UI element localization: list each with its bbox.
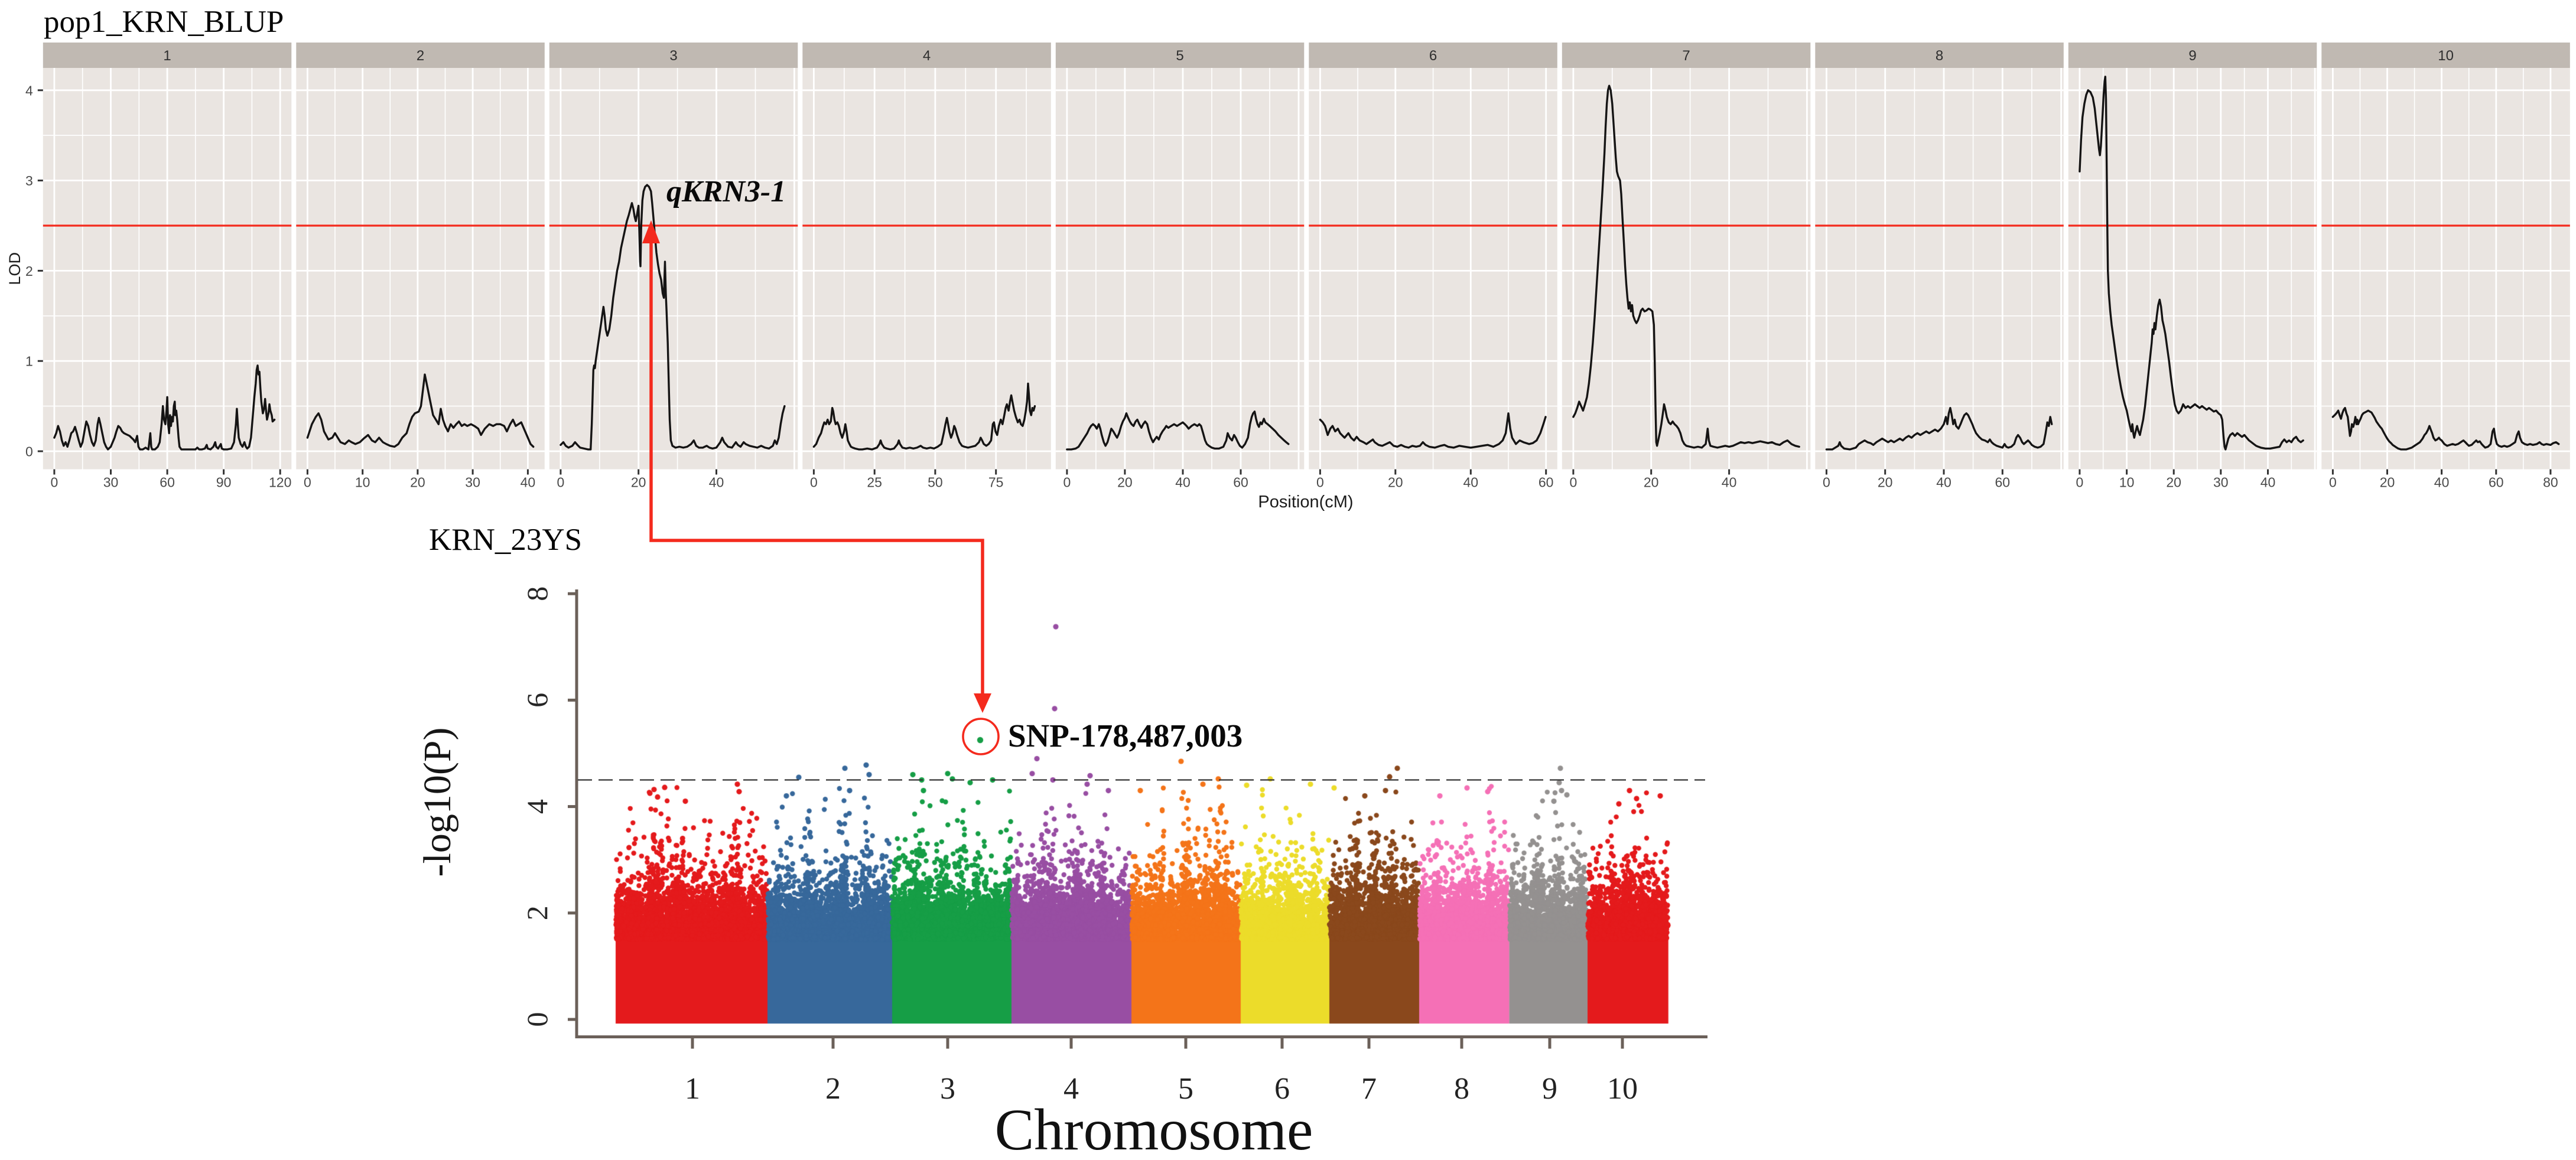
svg-text:0: 0 <box>1570 475 1578 490</box>
svg-text:LOD: LOD <box>6 252 24 285</box>
svg-text:2: 2 <box>521 905 554 920</box>
svg-text:SNP-178,487,003: SNP-178,487,003 <box>1008 718 1243 754</box>
svg-text:9: 9 <box>2188 48 2196 64</box>
svg-text:5: 5 <box>1178 1072 1193 1106</box>
svg-text:0: 0 <box>25 444 33 460</box>
svg-text:20: 20 <box>410 475 425 490</box>
svg-text:KRN_23YS: KRN_23YS <box>429 523 582 557</box>
svg-text:90: 90 <box>216 475 232 490</box>
svg-text:10: 10 <box>2438 48 2454 64</box>
svg-text:40: 40 <box>1936 475 1951 490</box>
svg-text:40: 40 <box>521 475 536 490</box>
svg-text:3: 3 <box>669 48 677 64</box>
svg-text:20: 20 <box>1644 475 1659 490</box>
svg-text:60: 60 <box>1539 475 1554 490</box>
svg-text:50: 50 <box>928 475 943 490</box>
svg-text:pop1_KRN_BLUP: pop1_KRN_BLUP <box>44 5 284 39</box>
svg-text:-log10(P): -log10(P) <box>416 728 459 877</box>
svg-text:20: 20 <box>631 475 646 490</box>
svg-text:0: 0 <box>810 475 818 490</box>
svg-text:30: 30 <box>2213 475 2229 490</box>
svg-text:2: 2 <box>825 1072 841 1106</box>
svg-text:6: 6 <box>1429 48 1437 64</box>
svg-text:2: 2 <box>417 48 424 64</box>
svg-text:40: 40 <box>709 475 724 490</box>
svg-text:40: 40 <box>1175 475 1191 490</box>
svg-text:0: 0 <box>2076 475 2084 490</box>
svg-text:0: 0 <box>557 475 565 490</box>
svg-text:0: 0 <box>2329 475 2337 490</box>
svg-text:2: 2 <box>25 263 33 279</box>
svg-text:60: 60 <box>1233 475 1248 490</box>
svg-text:3: 3 <box>940 1072 955 1106</box>
svg-text:0: 0 <box>1063 475 1071 490</box>
svg-text:10: 10 <box>355 475 370 490</box>
svg-text:0: 0 <box>51 475 58 490</box>
svg-text:10: 10 <box>1607 1072 1638 1106</box>
svg-text:20: 20 <box>1388 475 1403 490</box>
svg-text:20: 20 <box>2380 475 2395 490</box>
svg-text:Chromosome: Chromosome <box>995 1097 1313 1160</box>
svg-text:75: 75 <box>988 475 1004 490</box>
svg-text:40: 40 <box>2434 475 2450 490</box>
svg-text:6: 6 <box>521 693 554 708</box>
svg-text:qKRN3-1: qKRN3-1 <box>666 175 786 208</box>
svg-text:4: 4 <box>521 799 554 814</box>
svg-text:80: 80 <box>2543 475 2558 490</box>
svg-text:10: 10 <box>2119 475 2135 490</box>
svg-text:1: 1 <box>163 48 171 64</box>
svg-text:7: 7 <box>1682 48 1690 64</box>
svg-text:9: 9 <box>1542 1072 1557 1106</box>
svg-text:4: 4 <box>923 48 931 64</box>
svg-text:20: 20 <box>1117 475 1133 490</box>
svg-text:Position(cM): Position(cM) <box>1258 493 1353 511</box>
svg-text:0: 0 <box>1823 475 1830 490</box>
svg-text:40: 40 <box>2260 475 2276 490</box>
svg-text:30: 30 <box>103 475 119 490</box>
svg-text:8: 8 <box>1454 1072 1469 1106</box>
svg-text:30: 30 <box>465 475 480 490</box>
svg-text:1: 1 <box>25 354 33 369</box>
svg-text:5: 5 <box>1176 48 1183 64</box>
svg-text:4: 4 <box>25 83 33 98</box>
svg-text:3: 3 <box>25 173 33 188</box>
svg-text:20: 20 <box>2166 475 2181 490</box>
svg-text:7: 7 <box>1361 1072 1377 1106</box>
svg-text:1: 1 <box>685 1072 700 1106</box>
svg-text:8: 8 <box>1936 48 1943 64</box>
svg-text:4: 4 <box>1063 1072 1079 1106</box>
svg-text:25: 25 <box>867 475 882 490</box>
svg-text:60: 60 <box>1995 475 2011 490</box>
svg-text:0: 0 <box>1316 475 1324 490</box>
svg-text:60: 60 <box>2489 475 2504 490</box>
svg-text:8: 8 <box>521 586 554 601</box>
svg-text:60: 60 <box>160 475 175 490</box>
svg-text:0: 0 <box>521 1012 554 1027</box>
svg-text:40: 40 <box>1463 475 1479 490</box>
svg-text:40: 40 <box>1722 475 1737 490</box>
svg-text:120: 120 <box>269 475 291 490</box>
svg-text:6: 6 <box>1274 1072 1290 1106</box>
svg-text:0: 0 <box>304 475 311 490</box>
svg-text:20: 20 <box>1878 475 1893 490</box>
